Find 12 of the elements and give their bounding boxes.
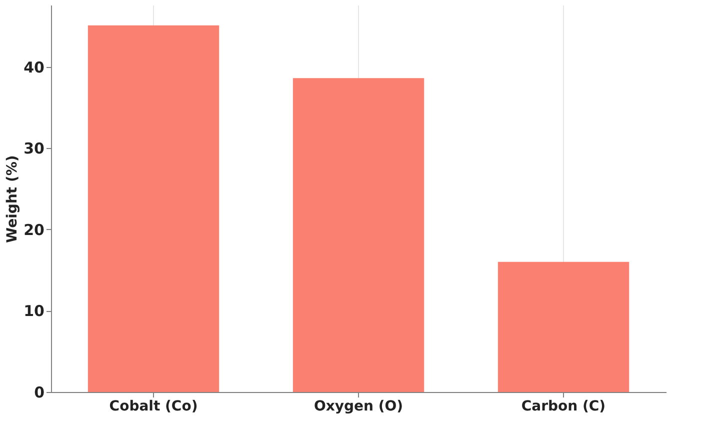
y-tick-label: 10 xyxy=(24,302,44,320)
y-tick-label: 0 xyxy=(34,384,44,402)
x-tick-label: Oxygen (O) xyxy=(314,398,404,414)
y-axis-title: Weight (%) xyxy=(4,155,21,243)
bar xyxy=(292,78,424,392)
bar xyxy=(88,25,220,392)
y-tick-label: 40 xyxy=(24,58,44,76)
x-tick-label: Carbon (C) xyxy=(521,398,606,414)
y-tick-label: 30 xyxy=(24,140,44,158)
x-tick-label: Cobalt (Co) xyxy=(109,398,198,414)
y-tick-label: 20 xyxy=(24,220,44,239)
bar xyxy=(498,262,630,392)
